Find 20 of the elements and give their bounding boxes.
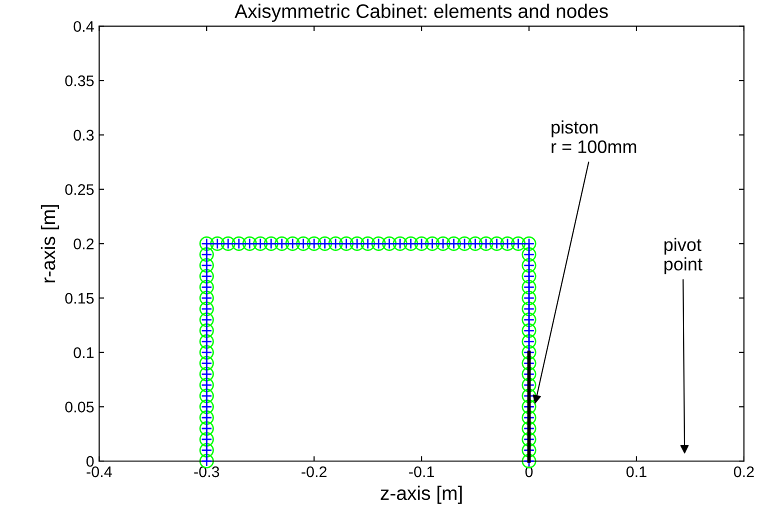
x-tick-label: -0.2 [302,466,326,478]
annotation: piston r = 100mm [552,120,636,154]
x-tick-label: -0.1 [409,466,434,478]
x-tick-label: 0.1 [626,466,646,478]
x-tick-label: -0.4 [86,466,112,478]
x-tick-label: -0.3 [194,466,220,478]
y-tick-label: 0.25 [65,184,94,195]
annotation: pivot point [664,238,702,274]
y-tick-label: 0.4 [74,21,94,32]
y-tick-label: 0 [86,456,94,467]
x-tick-label: 0.2 [734,466,754,478]
y-tick-label: 0.3 [74,130,94,141]
x-axis-title: z-axis [m] [380,486,462,504]
y-tick-label: 0.15 [65,292,94,304]
y-axis-title: r-axis [m] [40,205,60,282]
y-tick-label: 0.05 [65,402,94,412]
y-tick-label: 0.2 [74,238,94,250]
y-tick-label: 0.35 [65,75,94,86]
y-tick-label: 0.1 [74,347,94,358]
chart-title: Axisymmetric Cabinet: elements and nodes [234,4,608,22]
